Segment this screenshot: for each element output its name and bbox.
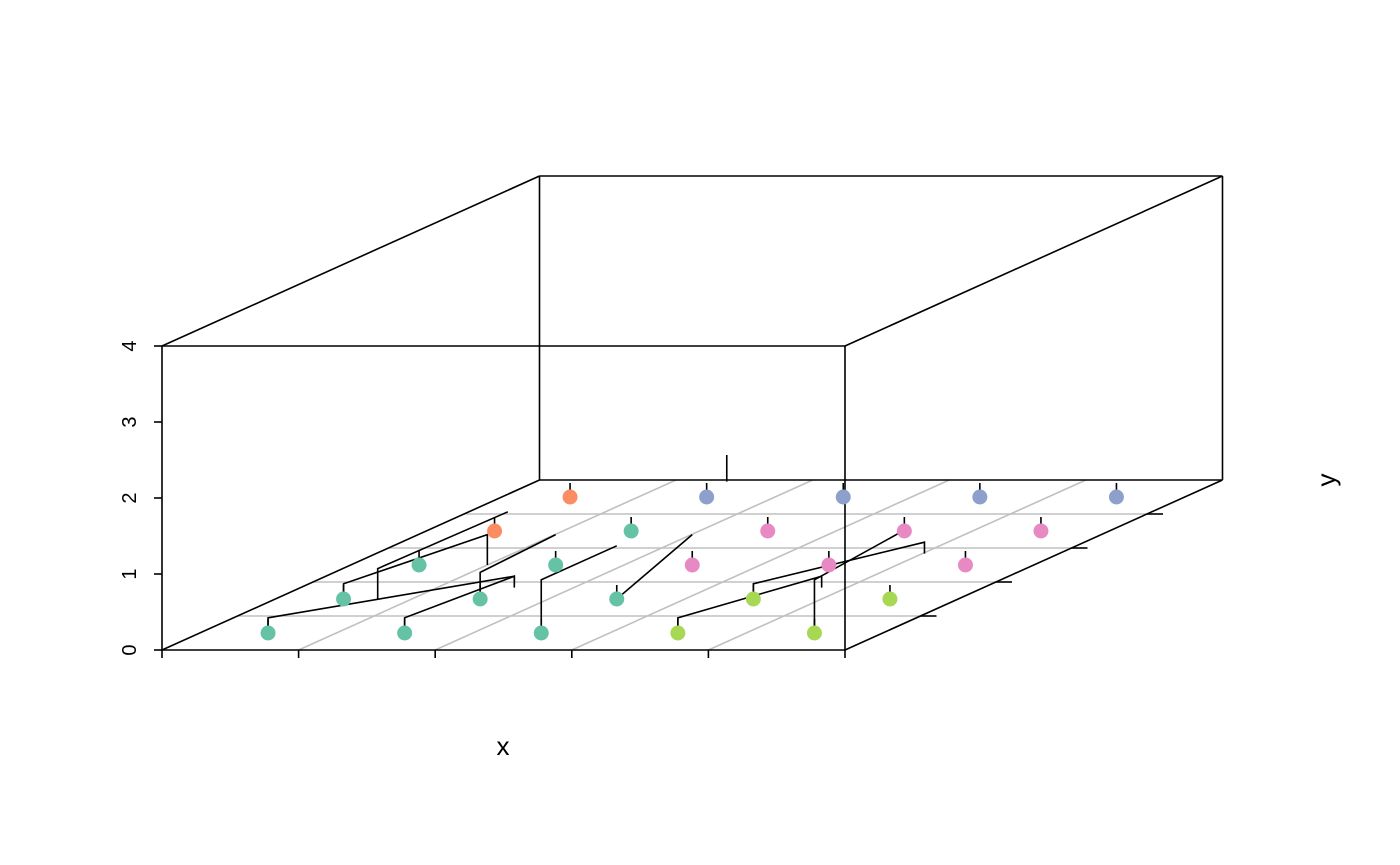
- dendrogram-segment: [813, 529, 904, 633]
- y-axis-title: y: [1311, 474, 1341, 487]
- x-axis-title: x: [497, 731, 510, 761]
- grid-line: [571, 479, 950, 651]
- plot-box-back: [161, 175, 1224, 651]
- grid-line: [708, 479, 1087, 651]
- data-point: [699, 489, 715, 505]
- box-edge: [844, 175, 1223, 347]
- data-point: [260, 625, 276, 641]
- data-point: [623, 523, 639, 539]
- z-tick-label: 4: [119, 340, 141, 351]
- box-edge: [161, 479, 540, 651]
- data-point: [472, 591, 488, 607]
- box-edge: [161, 175, 540, 347]
- z-tick-label: 3: [119, 416, 141, 427]
- dendrogram-segment: [479, 533, 557, 599]
- data-point: [835, 489, 851, 505]
- axis-labels: x y: [497, 474, 1342, 762]
- data-point: [533, 625, 549, 641]
- points: [260, 483, 1124, 641]
- z-tick-label: 1: [119, 568, 141, 579]
- data-point: [1108, 489, 1124, 505]
- dendrogram-segment: [616, 533, 693, 600]
- data-point: [896, 523, 912, 539]
- data-point: [957, 557, 973, 573]
- data-point: [487, 523, 503, 539]
- grid-line: [434, 479, 814, 651]
- data-point: [562, 489, 578, 505]
- data-point: [336, 591, 352, 607]
- data-point: [1033, 523, 1049, 539]
- data-point: [411, 557, 427, 573]
- dendrogram: [267, 455, 926, 633]
- data-point: [684, 557, 700, 573]
- data-point: [760, 523, 776, 539]
- data-point: [882, 591, 898, 607]
- box-edge: [844, 479, 1223, 651]
- data-point: [745, 591, 761, 607]
- dendrogram-segment: [376, 511, 509, 599]
- data-point: [397, 625, 413, 641]
- axis-ticks: 0 1 2 3 4: [119, 340, 1163, 658]
- data-point: [972, 489, 988, 505]
- data-point: [806, 625, 822, 641]
- data-point: [670, 625, 686, 641]
- dendrogram-segment: [540, 545, 618, 633]
- z-tick-label: 2: [119, 492, 141, 503]
- data-point: [609, 591, 625, 607]
- data-point: [548, 557, 564, 573]
- z-tick-label: 0: [119, 644, 141, 655]
- data-point: [821, 557, 837, 573]
